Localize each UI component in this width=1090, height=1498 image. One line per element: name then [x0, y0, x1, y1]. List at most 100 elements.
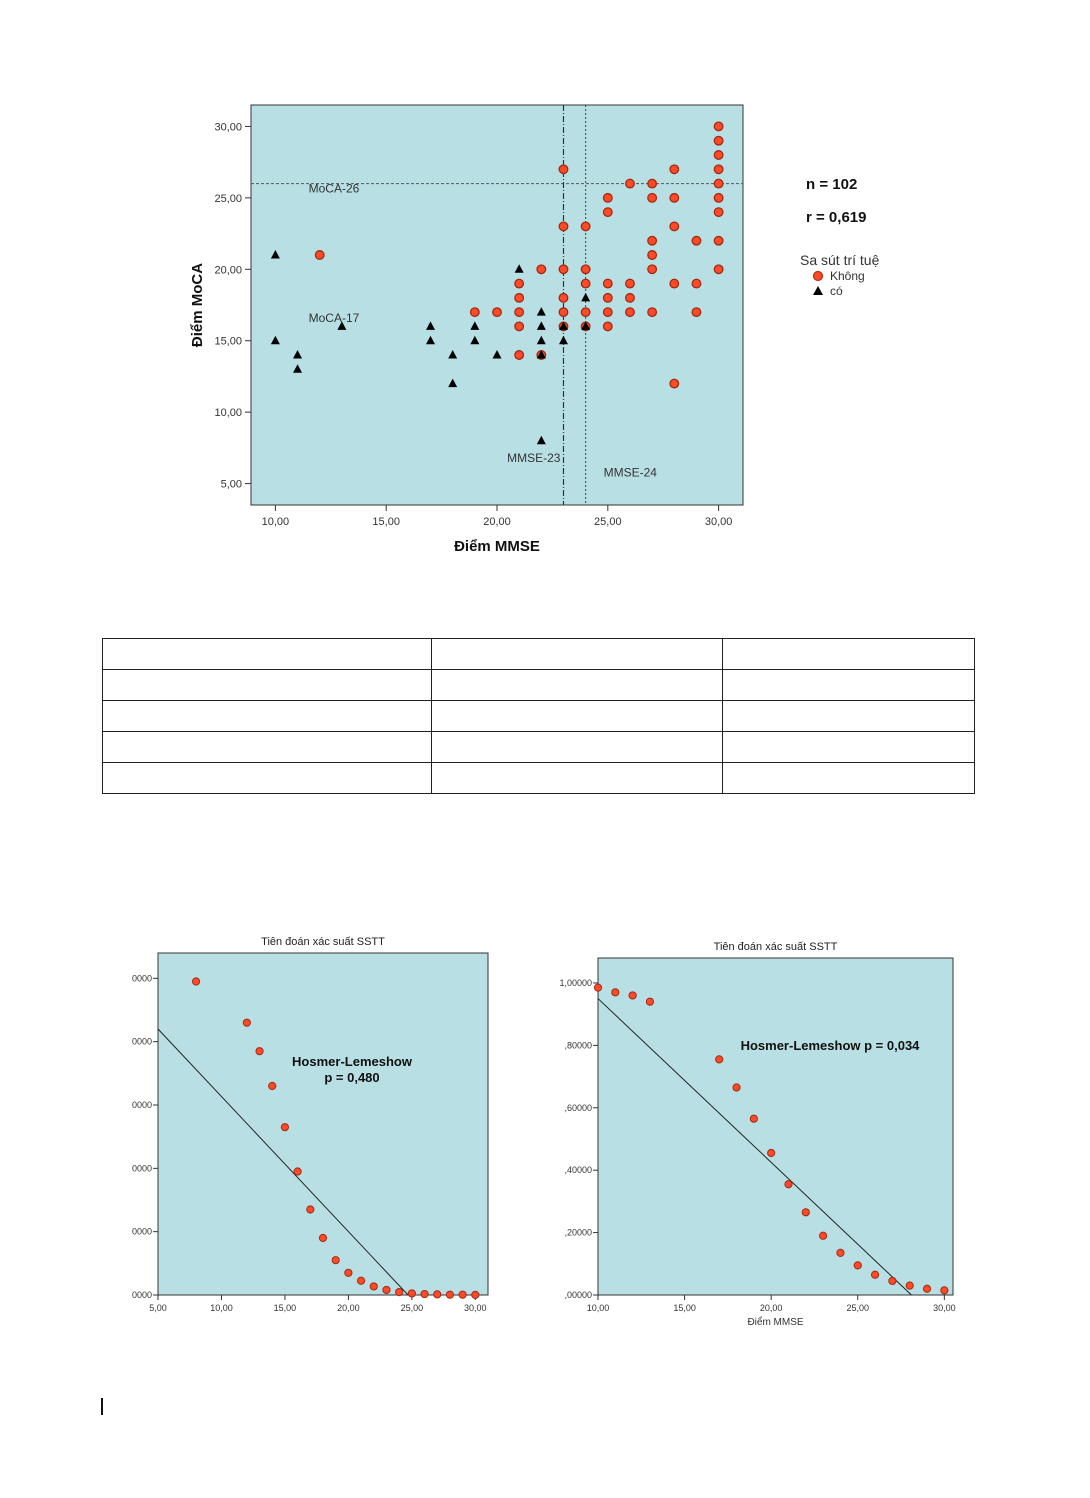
data-point-khong [691, 278, 702, 289]
data-point-khong [602, 321, 613, 332]
y-tick-label: 0000 [132, 973, 152, 983]
data-point-khong [558, 221, 569, 232]
data-point-khong [647, 250, 658, 260]
y-tick-label: 0000 [132, 1100, 152, 1110]
data-point [356, 1276, 366, 1285]
data-point-khong [713, 178, 724, 189]
data-point-co [470, 321, 480, 330]
data-point [801, 1208, 810, 1217]
table-cell [102, 731, 432, 763]
y-tick-label: ,20000 [564, 1228, 592, 1238]
table-row [102, 731, 975, 763]
y-tick-label: 20,00 [214, 264, 242, 276]
data-point [593, 983, 603, 992]
x-tick-label: 20,00 [483, 516, 511, 528]
table-cell [722, 700, 975, 732]
data-point-khong [669, 278, 680, 289]
data-point-co [426, 321, 436, 330]
x-tick-label: 25,00 [594, 516, 622, 528]
data-point-khong [514, 350, 525, 360]
data-point-khong [669, 164, 680, 175]
data-point-khong [713, 135, 724, 146]
data-point-khong [713, 192, 724, 203]
data-point [645, 997, 655, 1006]
y-tick-label: 0000 [132, 1037, 152, 1047]
legend-title: Sa sút trí tuệ [800, 252, 880, 268]
x-tick-label: 15,00 [372, 516, 400, 528]
data-point-khong [536, 264, 547, 275]
legend-label-no: Không [830, 268, 865, 283]
x-tick-label: 20,00 [760, 1303, 783, 1313]
data-point [749, 1114, 758, 1123]
x-tick-label: 20,00 [337, 1303, 360, 1313]
data-point [715, 1055, 724, 1064]
y-axis-title: Điểm MoCA [189, 263, 206, 347]
data-point-khong [647, 235, 658, 246]
plot-area [250, 104, 744, 506]
data-point [280, 1123, 290, 1132]
x-tick-label: 10,00 [262, 516, 290, 528]
table-row [102, 638, 975, 670]
data-point-co [492, 350, 502, 359]
table-cell [722, 731, 975, 763]
data-point [293, 1167, 302, 1176]
calibration-plot-right: Tiên đoán xác suất SSTT ,00000 ,20000 ,4000… [560, 941, 956, 1328]
data-point-khong [625, 178, 635, 189]
data-point [369, 1282, 378, 1291]
data-point [767, 1148, 776, 1158]
reference-line [157, 1028, 409, 1296]
x-tick-label: 25,00 [401, 1303, 424, 1313]
table-row [102, 669, 975, 701]
data-point-khong [625, 278, 635, 289]
data-point-khong [713, 207, 724, 218]
plot-area [597, 957, 954, 1296]
table-cell [431, 669, 723, 701]
data-point-co [337, 321, 347, 330]
table-cell [431, 638, 723, 670]
table-cell [431, 700, 723, 732]
data-point-khong [647, 192, 658, 203]
reference-label-mmse-23: MMSE-23 [507, 451, 561, 465]
data-point [611, 988, 620, 997]
data-point [819, 1231, 828, 1240]
data-point [255, 1047, 264, 1056]
data-point-khong [713, 121, 724, 132]
correlation-label: r = 0,619 [806, 209, 867, 226]
hosmer-lemeshow-p-value: p = 0,480 [324, 1070, 379, 1085]
data-point-khong [647, 307, 658, 318]
data-point-co [514, 264, 524, 273]
x-tick-label: 10,00 [210, 1303, 233, 1313]
reference-label-moca-17: MoCA-17 [309, 311, 360, 325]
data-point [191, 977, 201, 986]
data-point [445, 1290, 455, 1299]
data-point-khong [469, 307, 480, 318]
data-point-khong [580, 278, 591, 289]
data-point-khong [691, 235, 702, 246]
data-point [331, 1256, 340, 1265]
calibration-plot-left: Tiên đoán xác suất SSTT 0000 0000 0000 0000 0… [132, 936, 489, 1313]
hosmer-lemeshow-label: Hosmer-Lemeshow p = 0,034 [741, 1038, 921, 1053]
data-point-khong [713, 164, 724, 175]
data-point-khong [558, 307, 569, 318]
data-point [420, 1289, 429, 1299]
x-tick-label: 10,00 [587, 1303, 610, 1313]
data-point [732, 1083, 741, 1092]
y-tick-label: ,00000 [564, 1290, 592, 1300]
data-point [344, 1268, 353, 1277]
data-point [268, 1081, 277, 1091]
data-point-khong [558, 292, 569, 303]
data-point-khong [625, 307, 635, 318]
data-point-co [270, 335, 280, 345]
data-point [922, 1284, 932, 1293]
table-row [102, 762, 975, 794]
data-point-co [536, 307, 546, 316]
y-tick-label: 10,00 [214, 407, 242, 419]
data-point-khong [514, 292, 525, 303]
data-point-khong [580, 264, 591, 275]
data-point-co [581, 292, 591, 302]
y-tick-label: 15,00 [214, 336, 242, 348]
data-point-khong [713, 150, 724, 160]
data-point-khong [514, 321, 525, 332]
data-point-co [558, 321, 568, 330]
y-tick-label: 30,00 [214, 121, 242, 133]
